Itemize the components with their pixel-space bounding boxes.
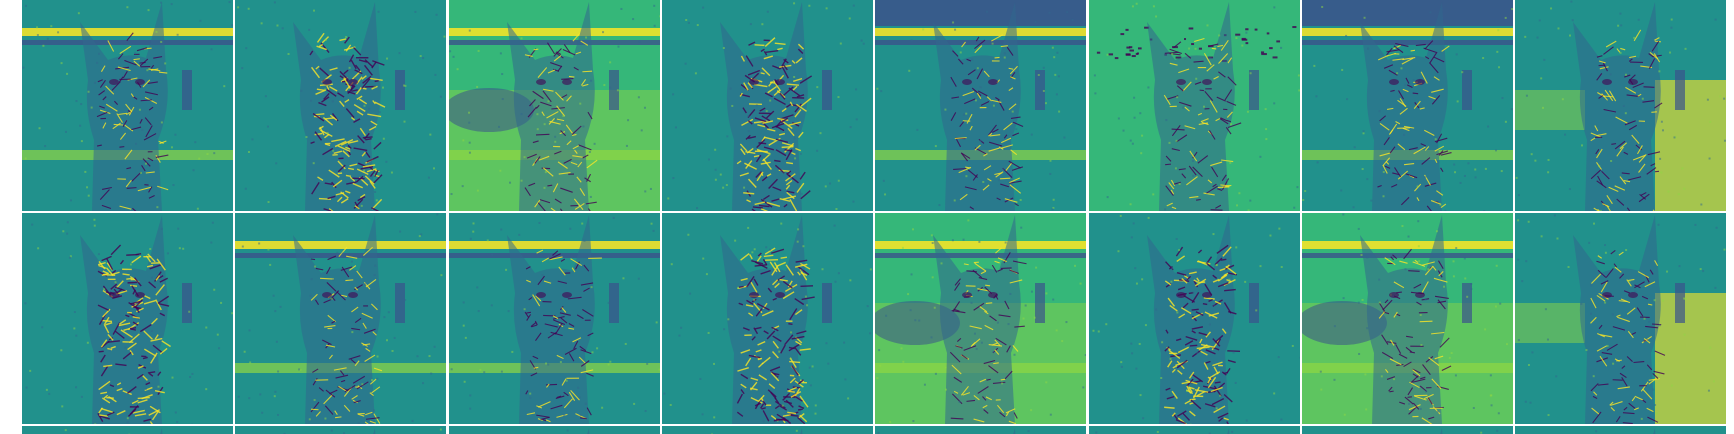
feature-map-image xyxy=(1515,0,1727,211)
feature-map-image xyxy=(22,213,233,424)
feature-map-image xyxy=(661,426,873,434)
feature-map-image xyxy=(22,426,233,434)
feature-map-image xyxy=(661,213,873,424)
feature-map-tile xyxy=(1088,0,1300,211)
feature-map-image xyxy=(1515,213,1727,424)
feature-map-image xyxy=(875,0,1087,211)
feature-map-tile xyxy=(1301,0,1513,211)
feature-map-tile xyxy=(875,213,1087,424)
feature-map-tile xyxy=(1515,0,1727,211)
feature-map-image xyxy=(448,426,660,434)
feature-map-image xyxy=(235,426,447,434)
feature-map-grid xyxy=(22,0,1734,434)
feature-map-tile xyxy=(235,213,447,424)
feature-map-tile xyxy=(1088,426,1300,434)
feature-map-tile xyxy=(235,0,447,211)
feature-map-image xyxy=(1088,0,1300,211)
feature-map-image xyxy=(1301,0,1513,211)
feature-map-tile xyxy=(1301,213,1513,424)
feature-map-tile xyxy=(448,426,660,434)
feature-map-image xyxy=(1515,426,1727,434)
feature-map-tile xyxy=(22,0,233,211)
feature-map-image xyxy=(661,0,873,211)
feature-map-tile xyxy=(661,213,873,424)
feature-map-image xyxy=(1088,213,1300,424)
feature-map-image xyxy=(875,213,1087,424)
feature-map-tile xyxy=(661,0,873,211)
feature-map-image xyxy=(875,426,1087,434)
feature-map-tile xyxy=(1088,213,1300,424)
feature-map-image xyxy=(22,0,233,211)
feature-map-image xyxy=(1301,426,1513,434)
feature-map-tile xyxy=(235,426,447,434)
feature-map-image xyxy=(448,0,660,211)
feature-map-tile xyxy=(875,0,1087,211)
feature-map-tile xyxy=(1301,426,1513,434)
feature-map-image xyxy=(448,213,660,424)
feature-map-tile xyxy=(1515,426,1727,434)
feature-map-tile xyxy=(22,426,233,434)
feature-map-tile xyxy=(1515,213,1727,424)
feature-map-image xyxy=(1088,426,1300,434)
feature-map-image xyxy=(235,0,447,211)
feature-map-tile xyxy=(661,426,873,434)
feature-map-image xyxy=(235,213,447,424)
feature-map-tile xyxy=(448,0,660,211)
feature-map-image xyxy=(1301,213,1513,424)
feature-map-tile xyxy=(875,426,1087,434)
feature-map-tile xyxy=(22,213,233,424)
feature-map-tile xyxy=(448,213,660,424)
